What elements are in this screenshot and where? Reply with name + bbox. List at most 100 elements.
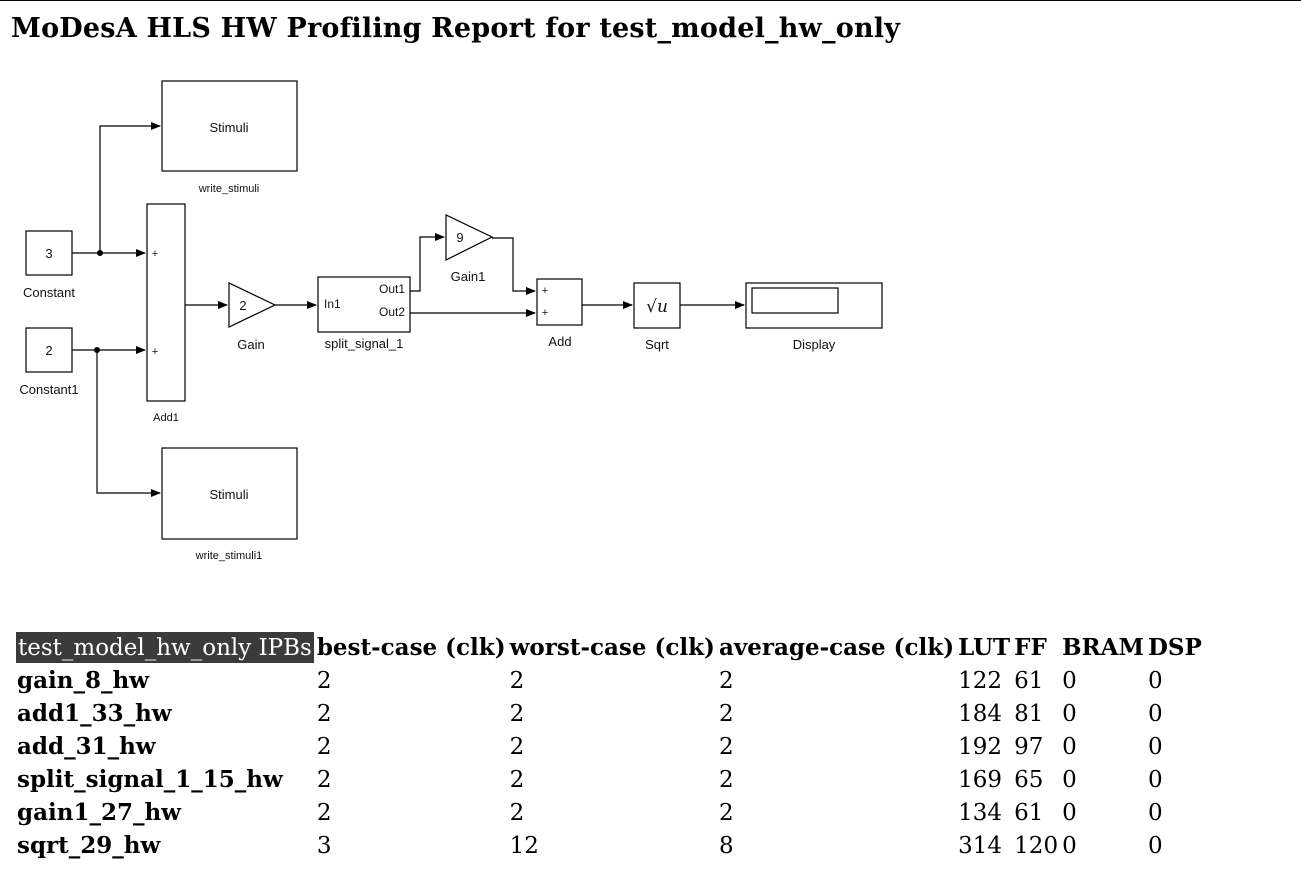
split-signal-block: In1 Out1 Out2 split_signal_1 [317, 276, 411, 351]
stimuli-block-top: Stimuli write_stimuli [161, 80, 298, 195]
sqrt-symbol: √u [646, 297, 668, 317]
line-constant1-to-stimuli1 [96, 350, 161, 497]
cell-ff: 120 [1014, 832, 1059, 859]
cell-lut: 122 [958, 667, 1002, 694]
cell-dsp: 0 [1147, 766, 1163, 793]
header-worst-case: worst-case (clk) [509, 634, 715, 661]
display-block: Display [745, 282, 883, 352]
cell-bram: 0 [1062, 733, 1077, 760]
add1-port-1: + [152, 248, 158, 260]
gain-value: 2 [239, 298, 246, 313]
cell-dsp: 0 [1147, 700, 1163, 727]
line-constant-to-stimuli [99, 122, 161, 253]
header-ff: FF [1014, 634, 1047, 661]
gain-label: Gain [237, 337, 264, 352]
cell-lut: 169 [958, 766, 1002, 793]
cell-worst: 2 [509, 733, 525, 760]
constant1-label: Constant1 [19, 382, 78, 397]
add1-port-2: + [152, 346, 158, 358]
add-label: Add [548, 334, 571, 349]
stimuli-bottom-text: Stimuli [209, 487, 248, 502]
cell-ff: 81 [1014, 700, 1044, 727]
table-row: add_31_hw 2 2 2 192 97 0 0 [16, 731, 1203, 762]
split-in1: In1 [324, 297, 341, 311]
cell-ff: 65 [1014, 766, 1044, 793]
header-bram: BRAM [1062, 634, 1144, 661]
table-header-row: test_model_hw_only IPBs best-case (clk) … [16, 632, 1203, 663]
add1-block: + + Add1 [146, 203, 186, 424]
cell-ipb: sqrt_29_hw [17, 832, 161, 859]
split-out1: Out1 [379, 282, 405, 296]
cell-best: 2 [316, 667, 332, 694]
cell-average: 8 [718, 832, 734, 859]
constant1-value: 2 [45, 343, 52, 358]
cell-best: 2 [316, 733, 332, 760]
display-label: Display [793, 337, 836, 352]
header-lut: LUT [958, 634, 1011, 661]
cell-average: 2 [718, 667, 734, 694]
constant-value: 3 [45, 246, 52, 261]
cell-ipb: add1_33_hw [17, 700, 172, 727]
split-label: split_signal_1 [325, 336, 404, 351]
cell-worst: 2 [509, 799, 525, 826]
sqrt-label: Sqrt [645, 337, 669, 352]
stimuli-block-bottom: Stimuli write_stimuli1 [161, 447, 298, 562]
stimuli-top-label: write_stimuli [198, 183, 260, 195]
line-out1-to-gain1 [410, 233, 445, 292]
cell-dsp: 0 [1147, 832, 1163, 859]
table-row: sqrt_29_hw 3 12 8 314 120 0 0 [16, 830, 1203, 861]
cell-worst: 2 [509, 700, 525, 727]
add-block: + + Add [536, 278, 583, 349]
cell-worst: 2 [509, 667, 525, 694]
line-gain1-to-add [492, 237, 536, 295]
cell-dsp: 0 [1147, 799, 1163, 826]
split-out2: Out2 [379, 305, 405, 319]
gain1-label: Gain1 [451, 269, 486, 284]
cell-bram: 0 [1062, 799, 1077, 826]
cell-best: 3 [316, 832, 332, 859]
cell-ipb: add_31_hw [17, 733, 156, 760]
sqrt-block: √u Sqrt [633, 282, 681, 352]
profiling-table: test_model_hw_only IPBs best-case (clk) … [14, 630, 1205, 863]
table-row: split_signal_1_15_hw 2 2 2 169 65 0 0 [16, 764, 1203, 795]
cell-ipb: split_signal_1_15_hw [17, 766, 283, 793]
cell-bram: 0 [1062, 700, 1077, 727]
constant1-block: 2 Constant1 [19, 327, 79, 397]
gain1-value: 9 [456, 230, 463, 245]
cell-average: 2 [718, 799, 734, 826]
cell-ff: 97 [1014, 733, 1044, 760]
gain1-block: 9 Gain1 [445, 214, 494, 284]
header-ipbs: test_model_hw_only IPBs [16, 632, 314, 663]
cell-average: 2 [718, 700, 734, 727]
cell-bram: 0 [1062, 766, 1077, 793]
cell-ff: 61 [1014, 667, 1044, 694]
cell-average: 2 [718, 733, 734, 760]
add-port-2: + [542, 307, 548, 319]
cell-lut: 134 [958, 799, 1002, 826]
gain-block: 2 Gain [228, 282, 277, 352]
add-port-1: + [542, 285, 548, 297]
table-row: add1_33_hw 2 2 2 184 81 0 0 [16, 698, 1203, 729]
signal-lines [72, 122, 745, 497]
constant-block: 3 Constant [23, 230, 75, 300]
cell-dsp: 0 [1147, 667, 1163, 694]
cell-best: 2 [316, 766, 332, 793]
add1-label: Add1 [153, 412, 179, 424]
model-diagram: Stimuli write_stimuli 3 Constant 2 Const… [19, 80, 883, 562]
cell-ipb: gain1_27_hw [17, 799, 181, 826]
cell-lut: 184 [958, 700, 1002, 727]
cell-bram: 0 [1062, 667, 1077, 694]
cell-average: 2 [718, 766, 734, 793]
cell-worst: 12 [509, 832, 539, 859]
cell-best: 2 [316, 700, 332, 727]
header-best-case: best-case (clk) [316, 634, 506, 661]
cell-ff: 61 [1014, 799, 1044, 826]
cell-lut: 314 [958, 832, 1002, 859]
cell-lut: 192 [958, 733, 1002, 760]
cell-dsp: 0 [1147, 733, 1163, 760]
header-dsp: DSP [1147, 634, 1202, 661]
cell-worst: 2 [509, 766, 525, 793]
stimuli-bottom-label: write_stimuli1 [195, 550, 263, 562]
header-average-case: average-case (clk) [718, 634, 955, 661]
